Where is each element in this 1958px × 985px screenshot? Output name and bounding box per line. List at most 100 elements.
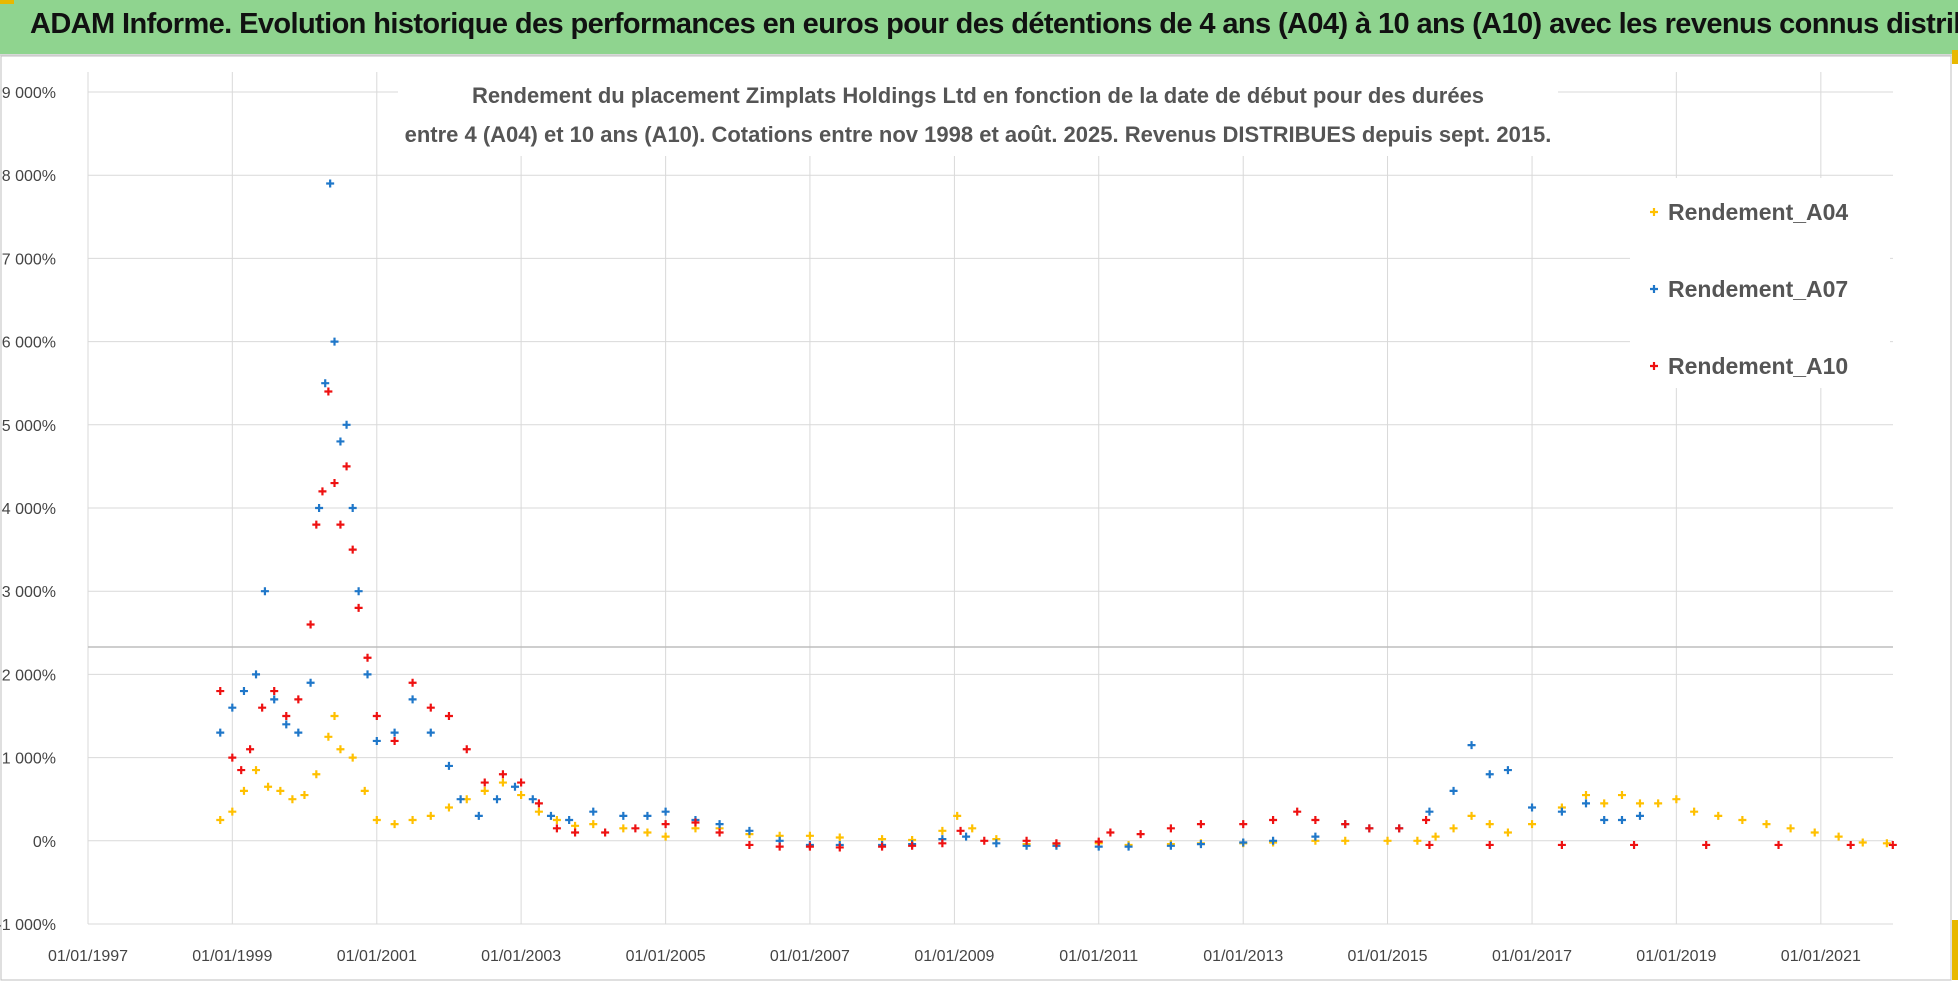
data-point: [426, 703, 435, 712]
data-point: [1858, 838, 1867, 847]
data-point: [992, 839, 1001, 848]
data-point: [282, 712, 291, 720]
data-point: [336, 745, 345, 754]
data-point: [1449, 824, 1458, 833]
data-point: [372, 736, 381, 745]
data-point: [498, 778, 507, 787]
data-point: [1810, 828, 1819, 837]
data-point: [264, 782, 273, 791]
x-tick-label: 01/01/2001: [337, 948, 417, 965]
data-points: [216, 179, 1897, 852]
data-point: [956, 826, 965, 835]
data-point: [528, 795, 537, 804]
data-point: [1467, 741, 1476, 750]
data-point: [962, 832, 971, 841]
data-point: [363, 670, 372, 679]
data-point: [1166, 841, 1175, 850]
data-point: [938, 839, 947, 848]
data-point: [372, 816, 381, 824]
data-point: [1635, 811, 1644, 820]
x-tick-label: 01/01/2003: [481, 948, 561, 965]
data-point: [1762, 820, 1771, 829]
data-point: [1582, 799, 1591, 808]
data-point: [348, 753, 357, 762]
data-point: [498, 770, 507, 779]
data-point: [715, 828, 724, 837]
data-point: [534, 799, 543, 808]
data-point: [1239, 838, 1248, 847]
data-point: [1672, 795, 1681, 804]
data-point: [330, 337, 339, 346]
data-point: [426, 811, 435, 820]
corner-accent-top-left: [0, 0, 14, 4]
data-point: [1383, 836, 1392, 845]
data-point: [589, 807, 598, 816]
data-point: [589, 820, 598, 829]
data-point: [517, 791, 526, 800]
x-axis: 01/01/1997 01/01/1999 01/01/2001 01/01/2003…: [48, 948, 1861, 965]
y-tick-label: 0%: [33, 834, 56, 851]
data-point: [1888, 840, 1897, 849]
data-point: [324, 732, 333, 741]
data-point: [953, 811, 962, 820]
data-point: [336, 437, 345, 446]
data-point: [1617, 791, 1626, 800]
data-point: [1846, 840, 1855, 849]
data-point: [1022, 836, 1031, 845]
data-point: [312, 520, 321, 529]
data-point: [1528, 820, 1537, 829]
data-point: [1269, 836, 1278, 845]
data-point: [288, 795, 297, 804]
data-point: [330, 712, 339, 720]
data-point: [1485, 770, 1494, 779]
data-point: [228, 807, 237, 816]
data-point: [342, 420, 351, 429]
data-point: [270, 687, 279, 696]
data-point: [1365, 824, 1374, 833]
data-point: [1269, 816, 1278, 824]
data-point: [330, 479, 339, 488]
legend-label: Rendement_A04: [1668, 199, 1848, 225]
data-point: [661, 807, 670, 816]
data-point: [1834, 832, 1843, 841]
data-point: [480, 778, 489, 787]
data-point: [571, 828, 580, 837]
data-point: [216, 687, 225, 696]
data-point: [246, 745, 255, 754]
x-tick-label: 01/01/2017: [1492, 948, 1572, 965]
x-tick-label: 01/01/2021: [1781, 948, 1861, 965]
data-point: [390, 736, 399, 745]
legend-background: [1630, 178, 1890, 388]
data-point: [1600, 816, 1609, 824]
data-point: [835, 833, 844, 842]
legend-marker: [1650, 208, 1658, 216]
data-point: [1882, 839, 1891, 848]
data-point: [1106, 828, 1115, 837]
data-point: [324, 387, 333, 396]
x-tick-label: 01/01/2005: [626, 948, 706, 965]
data-point: [492, 795, 501, 804]
data-point: [354, 603, 363, 612]
x-tick-label: 01/01/1999: [192, 948, 272, 965]
data-point: [294, 728, 303, 737]
y-tick-label: 3 000%: [2, 584, 56, 601]
y-tick-label: 8 000%: [2, 168, 56, 185]
legend-marker: [1650, 285, 1658, 293]
data-point: [342, 462, 351, 471]
data-point: [239, 786, 248, 795]
y-tick-label: -1 000%: [0, 917, 56, 934]
chart-title-line-1: Rendement du placement Zimplats Holdings…: [472, 83, 1484, 108]
data-point: [228, 703, 237, 712]
data-point: [1738, 816, 1747, 824]
data-point: [1395, 824, 1404, 833]
data-point: [444, 761, 453, 770]
data-point: [336, 520, 345, 529]
data-point: [805, 831, 814, 840]
data-point: [372, 712, 381, 720]
data-point: [408, 816, 417, 824]
data-point: [321, 379, 330, 388]
data-point: [1422, 816, 1431, 824]
data-point: [1485, 820, 1494, 829]
data-point: [1341, 836, 1350, 845]
data-point: [1425, 807, 1434, 816]
